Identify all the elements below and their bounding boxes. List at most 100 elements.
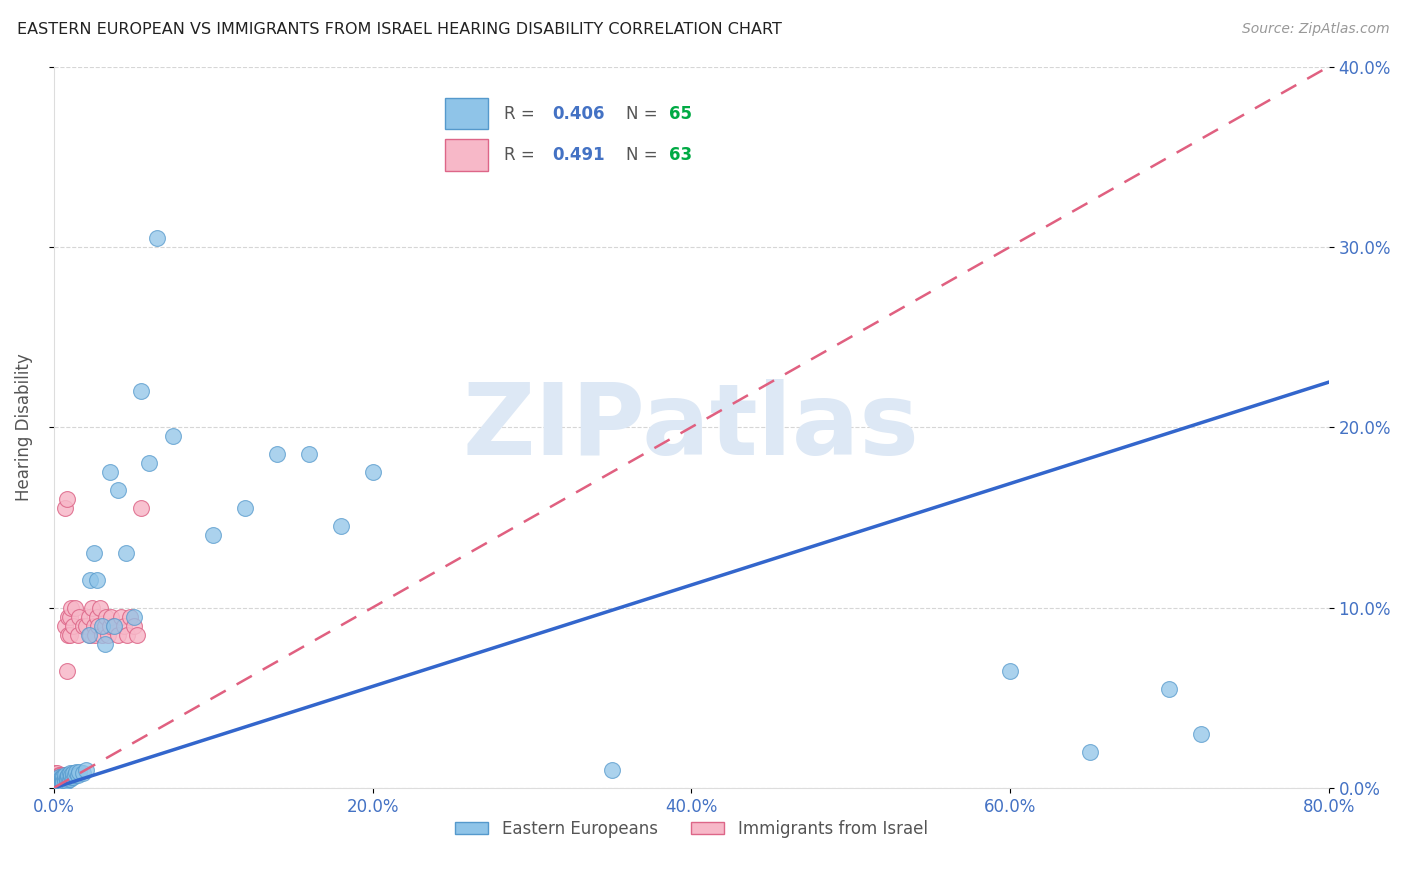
Point	[55, 770, 77, 784]
Point	[55, 772, 77, 786]
Point	[79, 574, 101, 588]
Point	[94, 637, 117, 651]
Point	[56, 770, 79, 784]
Point	[53, 501, 76, 516]
Point	[115, 627, 138, 641]
Point	[146, 231, 169, 245]
Point	[60, 770, 83, 784]
Point	[55, 773, 77, 788]
Point	[52, 768, 75, 782]
Point	[120, 609, 142, 624]
Point	[48, 773, 70, 788]
Point	[48, 775, 70, 789]
Point	[298, 447, 321, 461]
Point	[49, 770, 72, 784]
Point	[56, 768, 79, 782]
Point	[103, 618, 125, 632]
Point	[59, 772, 82, 786]
Point	[83, 546, 105, 560]
Point	[67, 609, 90, 624]
Point	[83, 618, 105, 632]
Y-axis label: Hearing Disability: Hearing Disability	[15, 353, 32, 501]
Point	[103, 618, 125, 632]
Point	[51, 775, 73, 789]
Point	[60, 768, 83, 782]
Point	[1159, 681, 1181, 696]
Point	[233, 501, 256, 516]
Point	[97, 627, 120, 641]
Point	[56, 609, 79, 624]
Point	[46, 772, 69, 786]
Point	[98, 465, 121, 479]
Point	[998, 664, 1021, 678]
Point	[52, 773, 75, 788]
Point	[48, 770, 70, 784]
Point	[86, 574, 108, 588]
Point	[44, 773, 66, 788]
Point	[51, 775, 73, 789]
Point	[86, 609, 108, 624]
Point	[48, 775, 70, 789]
Point	[63, 768, 86, 782]
Point	[59, 766, 82, 780]
Point	[46, 777, 69, 791]
Point	[51, 768, 73, 782]
Point	[162, 429, 184, 443]
Point	[110, 609, 132, 624]
Point	[51, 775, 73, 789]
Point	[49, 775, 72, 789]
Point	[48, 768, 70, 782]
Point	[63, 600, 86, 615]
Point	[59, 627, 82, 641]
Point	[48, 777, 70, 791]
Point	[72, 618, 94, 632]
Point	[62, 618, 84, 632]
Point	[329, 519, 352, 533]
Point	[1078, 745, 1101, 759]
Point	[66, 627, 89, 641]
Point	[51, 770, 73, 784]
Point	[600, 763, 623, 777]
Point	[53, 773, 76, 788]
Point	[46, 775, 69, 789]
Legend: Eastern Europeans, Immigrants from Israel: Eastern Europeans, Immigrants from Israe…	[449, 814, 935, 845]
Point	[75, 618, 97, 632]
Point	[53, 772, 76, 786]
Point	[79, 627, 101, 641]
Point	[44, 775, 66, 789]
Point	[48, 775, 70, 789]
Point	[112, 618, 135, 632]
Point	[89, 600, 111, 615]
Point	[51, 772, 73, 786]
Point	[65, 764, 87, 779]
Point	[266, 447, 288, 461]
Point	[48, 770, 70, 784]
Point	[90, 618, 112, 632]
Point	[1189, 727, 1212, 741]
Point	[94, 618, 117, 632]
Text: ZIPatlas: ZIPatlas	[463, 379, 920, 475]
Point	[44, 777, 66, 791]
Point	[72, 766, 94, 780]
Point	[46, 766, 69, 780]
Point	[77, 609, 100, 624]
Point	[52, 773, 75, 788]
Point	[44, 766, 66, 780]
Point	[49, 773, 72, 788]
Point	[46, 773, 69, 788]
Point	[52, 770, 75, 784]
Point	[67, 764, 90, 779]
Point	[107, 483, 129, 498]
Point	[53, 768, 76, 782]
Point	[90, 627, 112, 641]
Point	[49, 772, 72, 786]
Point	[46, 770, 69, 784]
Point	[62, 766, 84, 780]
Point	[49, 768, 72, 782]
Point	[77, 627, 100, 641]
Point	[138, 456, 160, 470]
Point	[80, 600, 103, 615]
Point	[122, 609, 145, 624]
Point	[52, 775, 75, 789]
Point	[49, 772, 72, 786]
